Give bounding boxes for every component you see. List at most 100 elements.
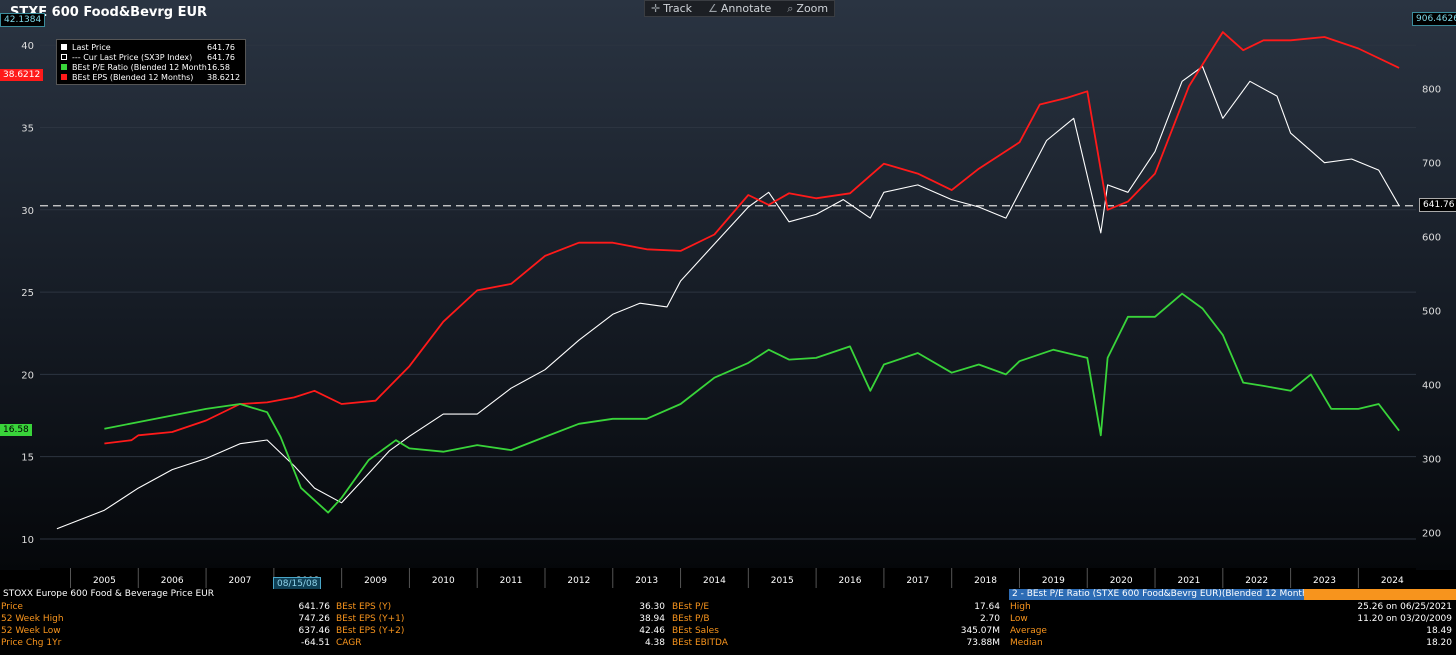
legend-value: 641.76: [207, 42, 235, 52]
x-tick-label: 2015: [771, 576, 794, 586]
chart-canvas[interactable]: 10 15 20 25 30 35 40 200 300 400 500 600 700 800 2005 2…: [0, 0, 1456, 589]
chart-toolbar: ✛ Track ∠ Annotate ⌕ Zoom: [644, 0, 836, 17]
stat-value: 42.46: [639, 626, 665, 636]
x-tick-label: 2021: [1177, 576, 1200, 586]
y-left-tick-label: 20: [21, 370, 34, 381]
stat-row: 52 Week High: [1, 613, 64, 625]
crosshair-icon: ✛: [651, 2, 661, 15]
y-left-tick-label: 40: [21, 41, 34, 52]
stat-value: 345.07M: [960, 626, 1000, 636]
legend-item-last-price[interactable]: Last Price 641.76: [61, 42, 241, 52]
x-tick-label: 2007: [229, 576, 252, 586]
stat-row: Price: [1, 601, 23, 613]
x-tick-label: 2019: [1042, 576, 1065, 586]
stat-label: BEst P/B: [672, 614, 710, 624]
stat-row: 52 Week Low: [1, 625, 61, 637]
x-axis-band: [40, 568, 1416, 588]
x-tick-label: 2006: [161, 576, 184, 586]
stat-row: BEst EPS (Y+1): [336, 613, 404, 625]
stat-label: Median: [1010, 638, 1043, 648]
y-right-tick-label: 300: [1422, 454, 1441, 465]
series-last-price-line: [56, 65, 1400, 530]
stat-row: BEst P/B: [672, 613, 710, 625]
series-eps-line: [104, 31, 1400, 445]
y-right-tick-label: 600: [1422, 233, 1441, 244]
stat-label: Price: [1, 602, 23, 612]
stat-value: 38.94: [639, 614, 665, 624]
stat-value: 18.49: [1426, 626, 1452, 636]
y-left-tick-label: 30: [21, 206, 34, 217]
stat-row: CAGR: [336, 637, 362, 649]
legend-value: 641.76: [207, 52, 235, 62]
stat-label: Price Chg 1Yr: [1, 638, 62, 648]
x-tick-label: 2018: [974, 576, 997, 586]
track-button[interactable]: ✛ Track: [645, 1, 698, 16]
stat-row: Median: [1010, 637, 1043, 649]
stat-row: BEst Sales: [672, 625, 719, 637]
stat-value: 641.76: [298, 602, 331, 612]
stat-value: 4.38: [644, 638, 665, 648]
stat-row: Price Chg 1Yr: [1, 637, 61, 649]
legend-item-eps[interactable]: BEst EPS (Blended 12 Months) 38.6212: [61, 72, 241, 82]
price-last-badge: 641.76: [1419, 198, 1456, 212]
zoom-label: Zoom: [796, 2, 829, 15]
x-tick-label: 2009: [364, 576, 387, 586]
legend-label: BEst EPS (Blended 12 Months): [72, 72, 194, 82]
stat-value: 36.30: [639, 602, 665, 612]
track-label: Track: [663, 2, 693, 15]
eps-last-badge: 38.6212: [0, 69, 44, 81]
legend-swatch: [61, 74, 67, 80]
stat-value: 73.88M: [966, 638, 1000, 648]
stat-label: Average: [1010, 626, 1047, 636]
x-tick-label: 2013: [635, 576, 658, 586]
stats-header[interactable]: 2 - BEst P/E Ratio (STXE 600 Food&Bevrg …: [1009, 589, 1304, 600]
x-tick-label: 2016: [839, 576, 862, 586]
x-tick-label: 2010: [432, 576, 455, 586]
stat-row: Low: [1010, 613, 1028, 625]
right-axis-max-badge: 906.4626: [1412, 12, 1456, 26]
chart-legend[interactable]: Last Price 641.76 --- Cur Last Price (SX…: [56, 39, 246, 85]
y-right-tick-label: 400: [1422, 381, 1441, 392]
legend-label: Last Price: [72, 42, 111, 52]
annotate-label: Annotate: [720, 2, 772, 15]
legend-label: --- Cur Last Price (SX3P Index): [72, 52, 193, 62]
zoom-button[interactable]: ⌕ Zoom: [781, 1, 834, 16]
y-left-tick-label: 15: [21, 453, 34, 464]
stats-footer: STOXX Europe 600 Food & Beverage Price E…: [0, 589, 1456, 655]
legend-item-cur-last-price[interactable]: --- Cur Last Price (SX3P Index) 641.76: [61, 52, 241, 62]
stat-label: BEst EPS (Y+2): [336, 626, 405, 636]
stat-row: BEst EPS (Y): [336, 601, 391, 613]
x-tick-label: 2011: [500, 576, 523, 586]
y-left-tick-label: 35: [21, 124, 34, 135]
stat-value: 747.26: [298, 614, 331, 624]
legend-value: 16.58: [207, 62, 230, 72]
legend-value: 38.6212: [207, 72, 241, 82]
stat-value: -64.51: [300, 638, 330, 648]
stat-label: CAGR: [336, 638, 362, 648]
series-pe-ratio-line: [104, 292, 1400, 514]
legend-swatch: [61, 64, 67, 70]
x-tick-label: 2023: [1313, 576, 1336, 586]
stat-row: Average: [1010, 625, 1047, 637]
stat-label: Low: [1010, 614, 1028, 624]
legend-label: BEst P/E Ratio (Blended 12 Months): [72, 62, 207, 72]
y-right-tick-label: 800: [1422, 85, 1441, 96]
stat-row: BEst EBITDA: [672, 637, 728, 649]
x-tick-label: 2005: [93, 576, 116, 586]
stat-row: High: [1010, 601, 1031, 613]
stat-label: BEst P/E: [672, 602, 710, 612]
stats-header-bar: [1304, 589, 1456, 600]
y-left-tick-label: 10: [21, 535, 34, 546]
legend-swatch: [61, 54, 67, 60]
legend-item-pe-ratio[interactable]: BEst P/E Ratio (Blended 12 Months) 16.58: [61, 62, 241, 72]
x-tick-label: 2014: [703, 576, 726, 586]
x-tick-label: 2024: [1381, 576, 1404, 586]
pencil-icon: ∠: [708, 2, 718, 15]
stat-value: 637.46: [298, 626, 331, 636]
left-axis-max-badge: 42.1384: [0, 13, 46, 27]
magnifier-icon: ⌕: [787, 2, 794, 15]
annotate-button[interactable]: ∠ Annotate: [702, 1, 777, 16]
x-tick-label: 2012: [567, 576, 590, 586]
stat-value: 2.70: [979, 614, 1000, 624]
x-tick-label: 2017: [906, 576, 929, 586]
